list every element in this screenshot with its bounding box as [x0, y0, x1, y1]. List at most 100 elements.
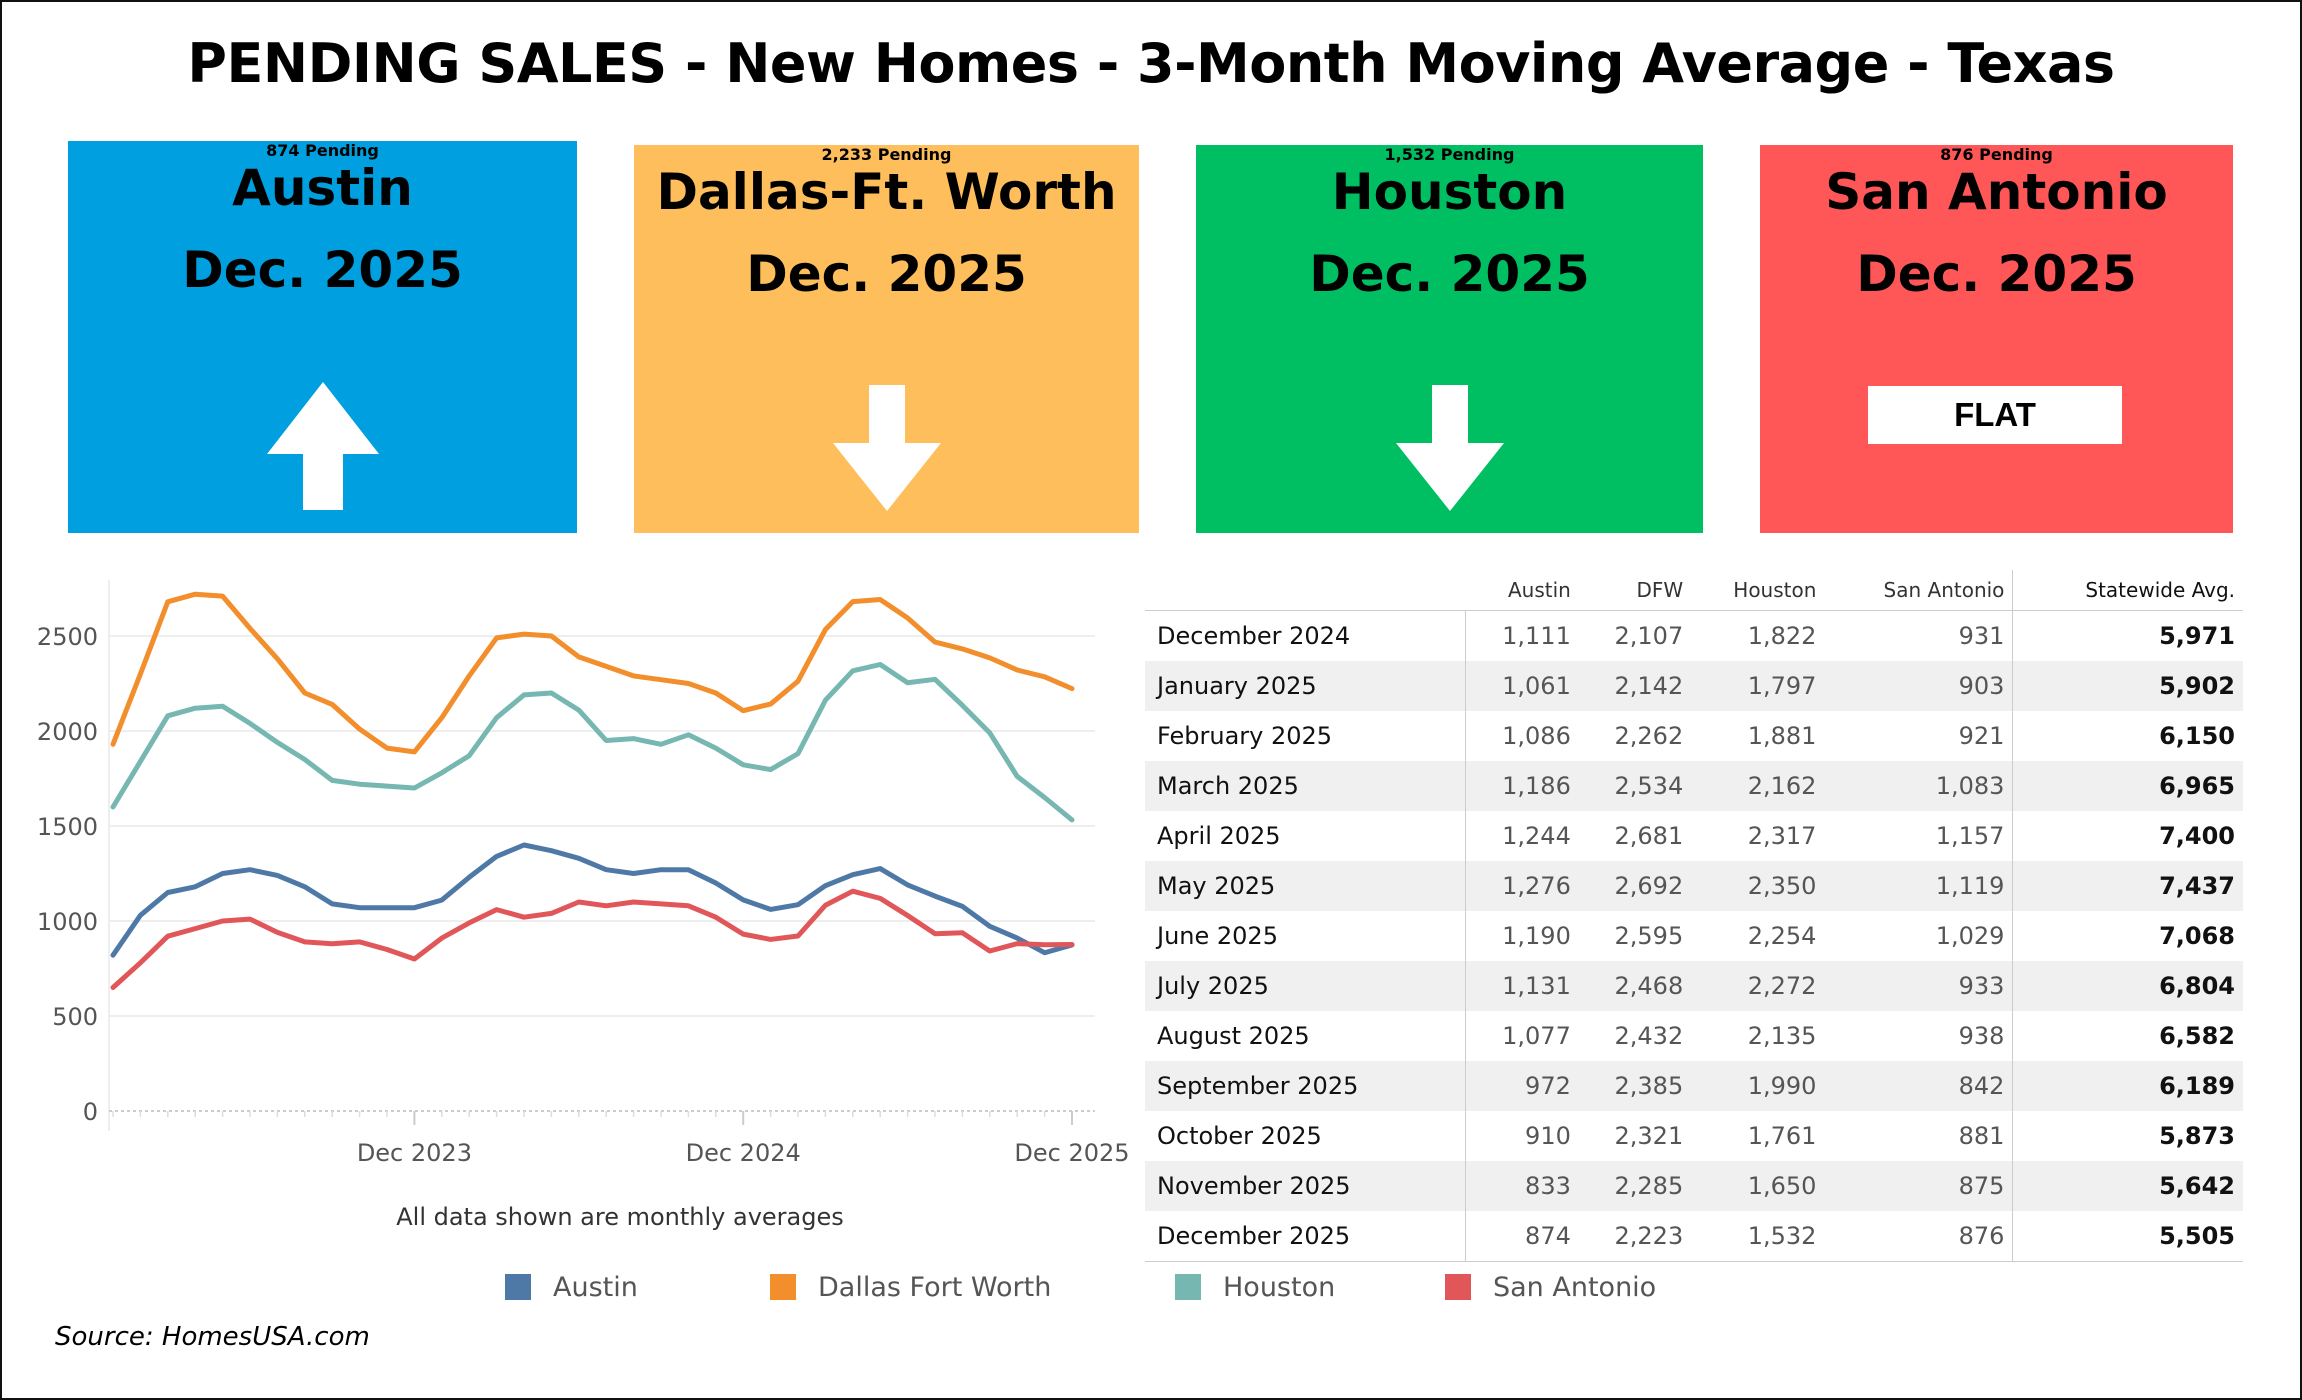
table-cell: 2,432 — [1614, 1022, 1684, 1050]
row-label: July 2025 — [1145, 961, 1467, 1011]
table-cell: 2,692 — [1578, 861, 1692, 911]
legend-item: Houston — [1175, 1270, 1335, 1304]
table-cell: 2,385 — [1578, 1061, 1692, 1111]
row-label: November 2025 — [1145, 1161, 1467, 1211]
arrow-down-icon — [1395, 385, 1504, 511]
table-row: December 2024 1,111 2,107 1,822 931 5,971 — [1145, 610, 2243, 661]
table-cell: 1,083 — [1824, 761, 2013, 811]
row-label: December 2025 — [1145, 1211, 1467, 1262]
table-cell: 881 — [1958, 1122, 2005, 1150]
table-cell: 6,582 — [2012, 1011, 2243, 1061]
panel-houston: Houston Dec. 2025 1,532 Pending — [1196, 145, 1703, 533]
table-cell: 938 — [1958, 1022, 2005, 1050]
y-tick-label: 2500 — [37, 623, 98, 651]
table-cell: 2,317 — [1747, 822, 1817, 850]
table-cell: 933 — [1824, 961, 2013, 1011]
table-cell: 1,186 — [1465, 761, 1579, 811]
table-cell: 2,223 — [1614, 1222, 1684, 1250]
panel-city: Houston — [1331, 163, 1568, 221]
table-row: December 2025 874 2,223 1,532 876 5,505 — [1145, 1211, 2243, 1262]
table-cell: 972 — [1465, 1061, 1579, 1111]
table-cell: 7,437 — [2012, 861, 2243, 911]
table-row: March 2025 1,186 2,534 2,162 1,083 6,965 — [1145, 761, 2243, 811]
table-cell: 2,142 — [1578, 661, 1692, 711]
row-label: December 2024 — [1145, 610, 1467, 661]
legend-item: Dallas Fort Worth — [770, 1270, 1051, 1304]
panel-austin: Austin Dec. 2025 874 Pending — [68, 141, 577, 533]
row-label: October 2025 — [1145, 1111, 1467, 1161]
panel-pending: 1,532 Pending — [1384, 145, 1515, 164]
table-cell: 910 — [1525, 1122, 1571, 1150]
table-row: August 2025 1,077 2,432 2,135 938 6,582 — [1145, 1011, 2243, 1061]
panel-dallas-ft-worth: Dallas-Ft. Worth Dec. 2025 2,233 Pending — [634, 145, 1139, 533]
table-cell: 2,285 — [1578, 1161, 1692, 1211]
table-row: February 2025 1,086 2,262 1,881 921 6,150 — [1145, 711, 2243, 761]
panel-pending: 876 Pending — [1940, 145, 2053, 164]
y-tick-label: 1000 — [37, 908, 98, 936]
y-tick-label: 2000 — [37, 718, 98, 746]
y-tick-label: 0 — [83, 1098, 98, 1126]
row-label: September 2025 — [1145, 1061, 1467, 1111]
table-cell: 1,650 — [1691, 1161, 1825, 1211]
row-label: April 2025 — [1145, 811, 1467, 861]
table-cell: 1,119 — [1824, 861, 2013, 911]
table-cell: 921 — [1958, 722, 2005, 750]
table-cell: 1,990 — [1691, 1061, 1825, 1111]
table-cell: 5,971 — [2012, 610, 2243, 661]
table-cell: 2,135 — [1747, 1022, 1817, 1050]
table-row: November 2025 833 2,285 1,650 875 5,642 — [1145, 1161, 2243, 1211]
series-line-austin — [110, 842, 1075, 958]
legend-swatch — [1175, 1274, 1201, 1300]
table-cell: 6,150 — [2012, 711, 2243, 761]
table-cell: 2,350 — [1691, 861, 1825, 911]
table-cell: 2,681 — [1614, 822, 1684, 850]
table-cell: 2,107 — [1614, 622, 1684, 650]
table-cell: 1,797 — [1691, 661, 1825, 711]
table-row: April 2025 1,244 2,681 2,317 1,157 7,400 — [1145, 811, 2243, 861]
table-cell: 833 — [1465, 1161, 1579, 1211]
table-cell: 2,254 — [1747, 922, 1817, 950]
panel-date: Dec. 2025 — [1309, 245, 1590, 303]
table-row: June 2025 1,190 2,595 2,254 1,029 7,068 — [1145, 911, 2243, 961]
chart-caption: All data shown are monthly averages — [396, 1203, 844, 1231]
panel-san-antonio: San Antonio Dec. 2025 876 Pending FLAT — [1760, 145, 2233, 533]
table-cell: 1,131 — [1465, 961, 1579, 1011]
source-note: Source: HomesUSA.com — [55, 1322, 370, 1352]
table-cell: 5,902 — [2012, 661, 2243, 711]
row-label: January 2025 — [1145, 661, 1467, 711]
table-cell: 2,262 — [1614, 722, 1684, 750]
legend-swatch — [505, 1274, 531, 1300]
column-header: Houston — [1691, 570, 1825, 611]
panel-city: Austin — [232, 159, 413, 217]
table-cell: 2,468 — [1578, 961, 1692, 1011]
row-label: March 2025 — [1145, 761, 1467, 811]
legend-label: Dallas Fort Worth — [818, 1271, 1052, 1303]
table-cell: 6,804 — [2012, 961, 2243, 1011]
table-cell: 1,276 — [1465, 861, 1579, 911]
table-cell: 5,873 — [2012, 1111, 2243, 1161]
table-row: October 2025 910 2,321 1,761 881 5,873 — [1145, 1111, 2243, 1161]
table-cell: 6,189 — [2012, 1061, 2243, 1111]
line-chart: 0 500 1000 1500 2000 2500 Dec 2023 Dec 2024 Dec … — [37, 580, 1130, 1167]
row-label: June 2025 — [1145, 911, 1467, 961]
x-tick-label: Dec 2025 — [1014, 1139, 1129, 1167]
table-cell: 5,505 — [2012, 1211, 2243, 1262]
legend-label: Austin — [553, 1271, 638, 1303]
table-cell: 1,029 — [1935, 922, 2005, 950]
page-title: PENDING SALES - New Homes - 3-Month Movi… — [187, 32, 2115, 95]
table-row: January 2025 1,061 2,142 1,797 903 5,902 — [1145, 661, 2243, 711]
table-cell: 1,111 — [1502, 622, 1571, 650]
y-tick-label: 1500 — [37, 813, 98, 841]
column-header: Austin — [1465, 570, 1579, 611]
arrow-down-icon — [832, 385, 941, 511]
data-table: Austin DFW Houston San Antonio Statewide Avg… — [1145, 570, 2243, 1262]
table-cell: 1,822 — [1747, 622, 1817, 650]
series-line-san-antonio — [110, 888, 1075, 990]
table-cell: 2,162 — [1691, 761, 1825, 811]
flat-badge: FLAT — [1868, 386, 2122, 444]
table-cell: 875 — [1824, 1161, 2013, 1211]
legend-item: San Antonio — [1445, 1270, 1656, 1304]
table-cell: 1,061 — [1465, 661, 1579, 711]
table-cell: 1,157 — [1935, 822, 2005, 850]
